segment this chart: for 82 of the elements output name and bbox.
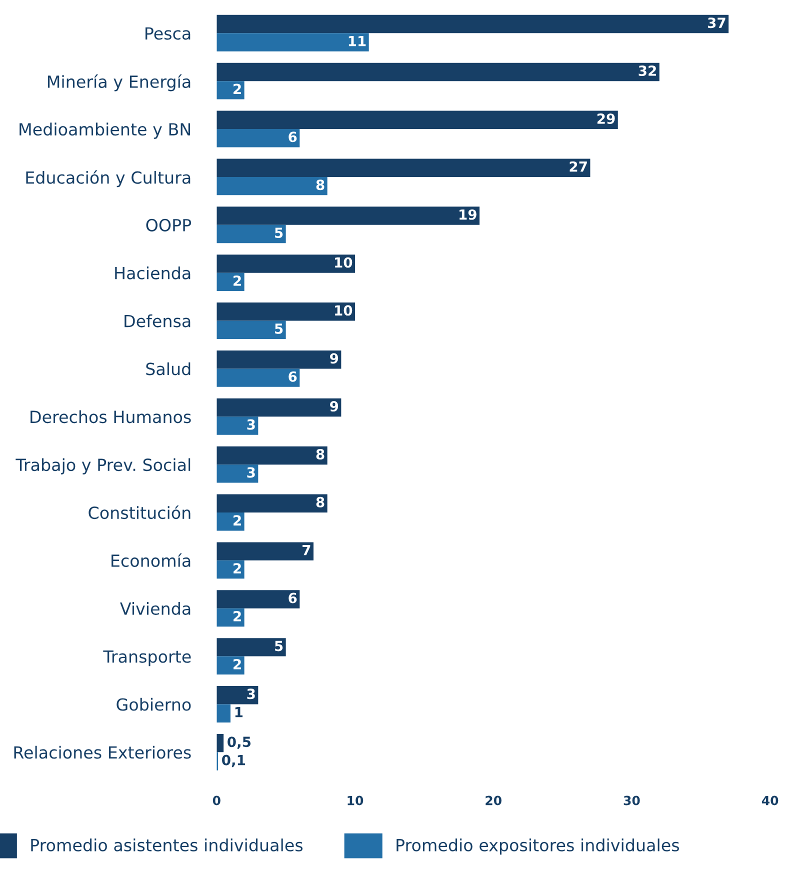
y-tick-label: Relaciones Exteriores bbox=[14, 746, 191, 759]
data-label: 10 bbox=[335, 305, 352, 316]
data-label: 0,5 bbox=[228, 736, 251, 749]
bar bbox=[216, 686, 258, 704]
data-label: 1 bbox=[235, 707, 243, 718]
y-tick-label: Constitución bbox=[88, 506, 190, 520]
bar bbox=[216, 704, 230, 722]
bar bbox=[216, 158, 590, 177]
data-label: 32 bbox=[638, 66, 656, 76]
data-label: 9 bbox=[330, 353, 338, 364]
y-tick-label: Gobierno bbox=[116, 698, 191, 711]
data-label: 0,1 bbox=[222, 754, 246, 768]
data-label: 3 bbox=[247, 467, 255, 478]
data-label: 2 bbox=[234, 563, 241, 574]
y-tick-label: Derechos Humanos bbox=[30, 410, 191, 424]
y-tick-label: Medioambiente y BN bbox=[20, 122, 190, 139]
data-label: 27 bbox=[570, 161, 587, 172]
data-label: 5 bbox=[275, 640, 283, 652]
data-label: 2 bbox=[234, 515, 241, 526]
bar bbox=[216, 350, 342, 369]
data-label: 6 bbox=[288, 132, 297, 142]
data-label: 2 bbox=[234, 611, 241, 622]
y-tick-label: OOPP bbox=[146, 218, 192, 232]
bar bbox=[216, 656, 244, 675]
bar bbox=[216, 638, 286, 656]
bar bbox=[216, 542, 314, 560]
x-tick-label: 0 bbox=[212, 796, 220, 806]
x-tick-label: 20 bbox=[486, 796, 502, 806]
bar bbox=[216, 398, 342, 417]
legend-label: Promedio asistentes individuales bbox=[31, 838, 303, 852]
bar bbox=[216, 320, 286, 339]
data-label: 2 bbox=[234, 275, 241, 286]
bar bbox=[216, 33, 369, 52]
bar bbox=[216, 590, 300, 608]
data-label: 5 bbox=[275, 324, 283, 334]
data-label: 19 bbox=[460, 209, 476, 220]
bar bbox=[216, 734, 224, 752]
data-label: 3 bbox=[247, 419, 255, 430]
bar bbox=[216, 176, 328, 196]
data-label: 10 bbox=[335, 257, 352, 268]
bar bbox=[216, 302, 356, 321]
bar bbox=[216, 62, 660, 82]
y-tick-label: Hacienda bbox=[115, 266, 190, 280]
data-label: 29 bbox=[597, 113, 615, 124]
bar bbox=[216, 368, 300, 387]
data-label: 6 bbox=[288, 371, 297, 382]
x-tick-label: 30 bbox=[624, 796, 640, 806]
bar bbox=[216, 464, 258, 483]
data-label: 5 bbox=[275, 228, 283, 238]
y-tick-label: Defensa bbox=[124, 314, 190, 328]
data-label: 8 bbox=[316, 496, 324, 508]
bar bbox=[216, 129, 300, 148]
data-label: 7 bbox=[302, 545, 310, 556]
bar bbox=[216, 494, 328, 512]
y-tick-label: Economía bbox=[112, 553, 190, 568]
y-tick-label: Pesca bbox=[146, 27, 190, 40]
x-tick-label: 40 bbox=[762, 796, 778, 806]
data-label: 8 bbox=[316, 180, 324, 190]
data-label: 3 bbox=[247, 688, 255, 700]
y-tick-label: Transporte bbox=[103, 650, 191, 666]
bar bbox=[216, 81, 244, 100]
bar bbox=[216, 110, 618, 130]
data-label: 2 bbox=[234, 658, 241, 670]
data-label: 6 bbox=[288, 592, 297, 604]
data-label: 37 bbox=[708, 18, 726, 28]
bar bbox=[216, 416, 258, 435]
data-label: 2 bbox=[234, 84, 241, 94]
y-tick-label: Educación y Cultura bbox=[26, 170, 190, 188]
bar bbox=[216, 206, 480, 225]
y-tick-label: Minería y Energía bbox=[48, 74, 190, 92]
x-tick-label: 10 bbox=[348, 796, 364, 806]
bar bbox=[216, 224, 286, 244]
y-tick-label: Salud bbox=[146, 362, 190, 376]
legend-label: Promedio expositores individuales bbox=[396, 838, 680, 855]
bar bbox=[216, 446, 328, 465]
data-label: 11 bbox=[348, 36, 366, 46]
bar bbox=[216, 254, 356, 273]
data-label: 9 bbox=[330, 401, 338, 412]
y-tick-label: Vivienda bbox=[120, 602, 190, 615]
y-tick-label: Trabajo y Prev. Social bbox=[16, 458, 190, 474]
data-label: 8 bbox=[316, 448, 324, 460]
bar bbox=[216, 14, 729, 34]
